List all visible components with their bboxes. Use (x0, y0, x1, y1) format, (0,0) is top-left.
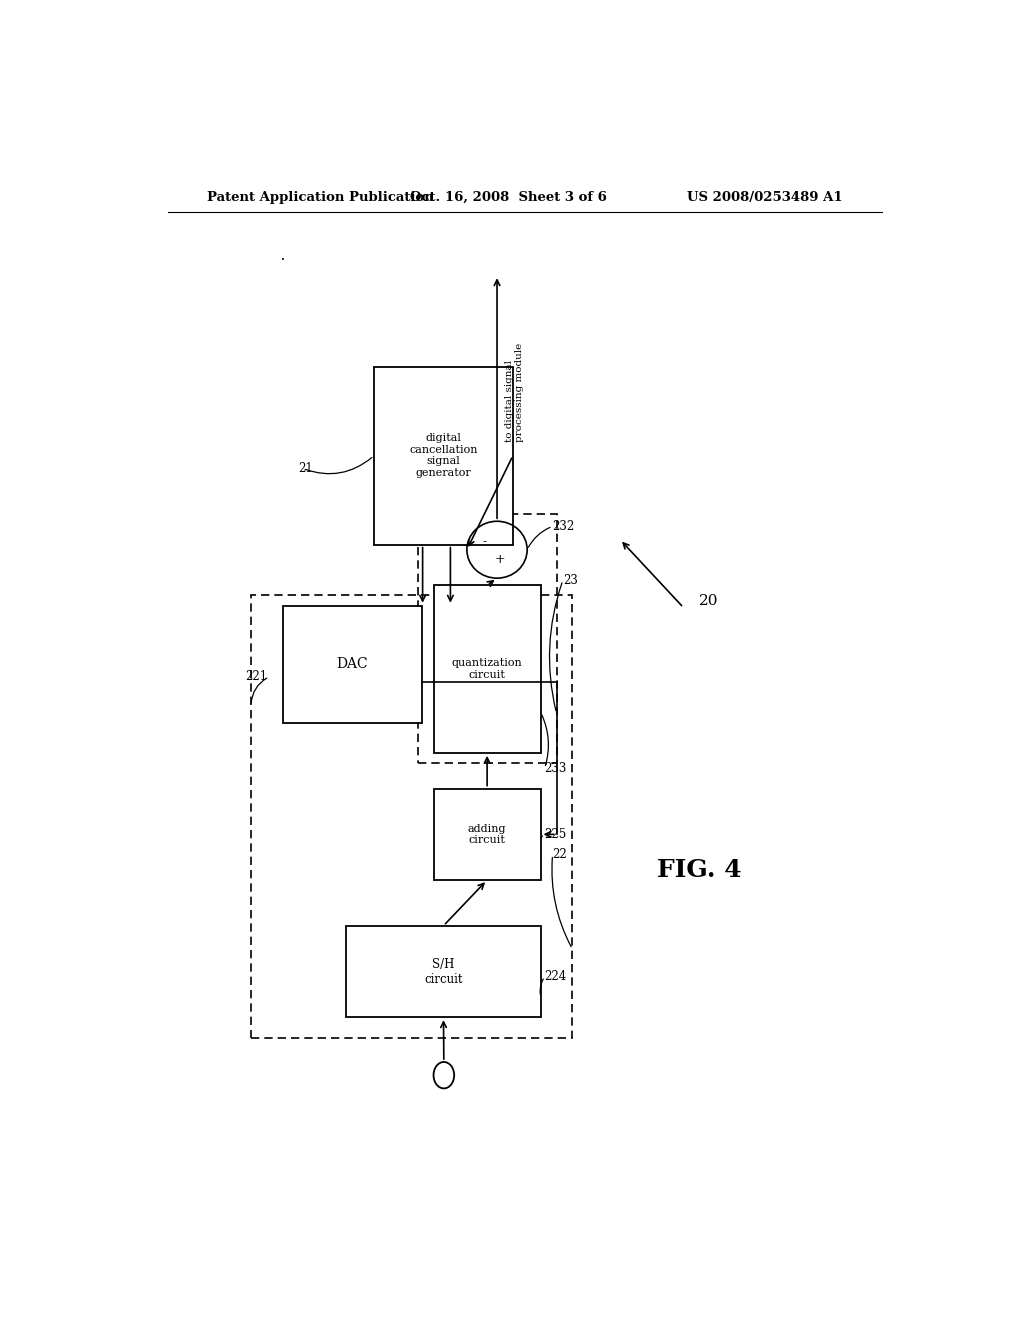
Text: Patent Application Publication: Patent Application Publication (207, 190, 434, 203)
Text: to digital signal
processing module: to digital signal processing module (505, 343, 524, 442)
Bar (374, 367, 513, 545)
Text: quantization
circuit: quantization circuit (452, 659, 522, 680)
Bar (346, 925, 541, 1018)
Text: 225: 225 (545, 828, 567, 841)
Bar (283, 606, 422, 722)
Bar (251, 595, 572, 1038)
Text: 221: 221 (246, 671, 267, 684)
Text: 22: 22 (553, 849, 567, 861)
Text: DAC: DAC (336, 657, 368, 671)
Text: digital
cancellation
signal
generator: digital cancellation signal generator (410, 433, 478, 478)
Bar (418, 515, 557, 763)
Text: 233: 233 (545, 762, 567, 775)
Text: 20: 20 (699, 594, 719, 607)
Text: S/H
circuit: S/H circuit (424, 957, 463, 986)
Text: -: - (483, 535, 487, 548)
Text: FIG. 4: FIG. 4 (657, 858, 741, 882)
Text: adding
circuit: adding circuit (468, 824, 506, 845)
Text: +: + (495, 553, 506, 566)
Text: 21: 21 (299, 462, 313, 475)
Text: 232: 232 (553, 520, 574, 533)
Text: 224: 224 (545, 970, 567, 983)
Bar (433, 788, 541, 880)
Text: Oct. 16, 2008  Sheet 3 of 6: Oct. 16, 2008 Sheet 3 of 6 (411, 190, 607, 203)
Text: 23: 23 (563, 574, 578, 586)
Bar (433, 585, 541, 752)
Text: •: • (281, 257, 285, 263)
Text: US 2008/0253489 A1: US 2008/0253489 A1 (687, 190, 842, 203)
